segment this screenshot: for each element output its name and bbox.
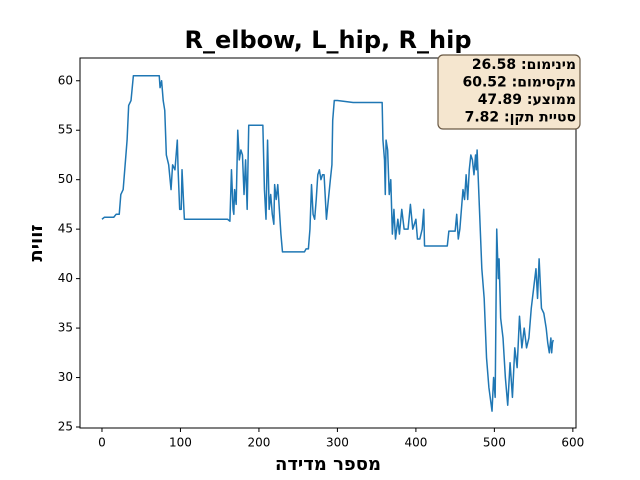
y-tick-label: 55 (58, 123, 73, 137)
y-tick-label: 25 (58, 420, 73, 434)
stats-box (437, 54, 581, 130)
chart-title: R_elbow, L_hip, R_hip (185, 26, 472, 54)
x-tick-label: 200 (247, 436, 270, 450)
x-tick-label: 0 (98, 436, 106, 450)
stats-line: מקסימום: 60.52 (462, 75, 576, 91)
y-tick-label: 60 (58, 73, 73, 87)
x-axis-label: מספר מדידה (275, 454, 381, 475)
y-axis-label: זווית (26, 224, 47, 261)
x-tick-label: 500 (483, 436, 506, 450)
data-line (101, 75, 554, 412)
x-tick-label: 400 (404, 436, 427, 450)
y-tick-label: 30 (58, 370, 73, 384)
x-tick-label: 600 (561, 436, 584, 450)
stats-line: ממוצע: 47.89 (478, 92, 576, 108)
y-tick-label: 40 (58, 271, 73, 285)
y-tick-label: 50 (58, 172, 73, 186)
stats-line: סטיית תקן: 7.82 (465, 110, 576, 126)
y-tick-label: 45 (58, 222, 73, 236)
x-tick-label: 300 (326, 436, 349, 450)
x-tick-label: 100 (169, 436, 192, 450)
y-tick-label: 35 (58, 321, 73, 335)
axes-frame (79, 57, 577, 429)
stats-line: מינימום: 26.58 (472, 57, 576, 73)
